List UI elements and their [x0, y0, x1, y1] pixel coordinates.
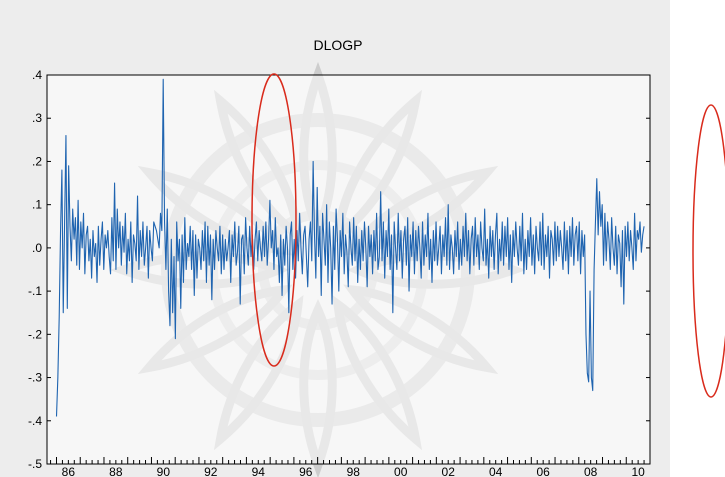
y-tick-label: .2: [32, 154, 42, 168]
y-tick-label: .1: [32, 198, 42, 212]
x-tick-label: 88: [109, 465, 123, 477]
x-tick-label: 96: [299, 465, 313, 477]
y-tick-label: -.1: [28, 284, 42, 298]
x-tick-label: 00: [394, 465, 408, 477]
y-tick-label: .0: [32, 241, 42, 255]
x-tick-label: 10: [631, 465, 645, 477]
chart-title: DLOGP: [313, 37, 362, 53]
x-tick-label: 08: [584, 465, 598, 477]
y-tick-label: .4: [32, 68, 42, 82]
series-layer: [55, 78, 645, 417]
x-tick-label: 86: [62, 465, 76, 477]
y-tick-label: -.3: [28, 371, 42, 385]
x-tick-label: 06: [536, 465, 550, 477]
x-tick-label: 02: [442, 465, 456, 477]
x-tick-label: 94: [252, 465, 266, 477]
annotation-ellipse-plot: [251, 73, 297, 367]
y-tick-label: -.5: [28, 457, 42, 471]
y-tick-label: -.4: [28, 414, 42, 428]
series-line: [55, 78, 645, 417]
x-tick-label: 90: [157, 465, 171, 477]
annotation-ellipse-right: [692, 104, 725, 398]
x-tick-label: 98: [347, 465, 361, 477]
x-tick-label: 04: [489, 465, 503, 477]
y-tick-label: .3: [32, 111, 42, 125]
x-tick-label: 92: [204, 465, 218, 477]
x-axis: 86 88 90 92 94 96 98 00 02 04 06 08 10: [50, 457, 651, 477]
y-axis: .4 .3 .2 .1 .0 -.1 -.2 -.3 -.4 -.5: [28, 68, 650, 471]
y-tick-label: -.2: [28, 327, 42, 341]
